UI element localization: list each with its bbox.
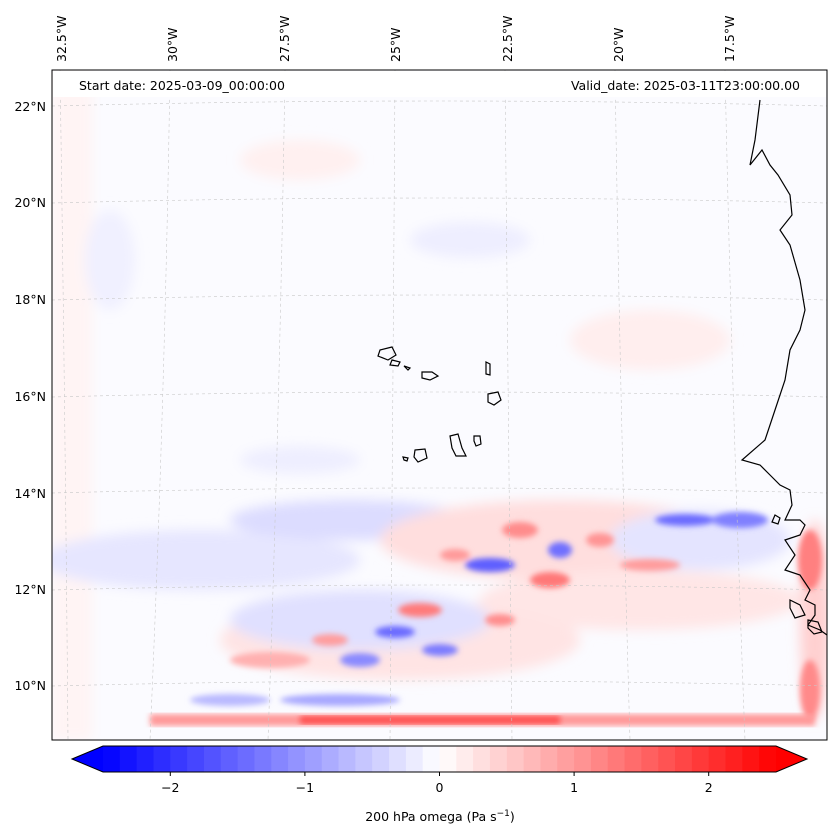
colorbar-cell (473, 746, 491, 772)
colorbar-tick-label: 0 (436, 780, 444, 795)
colorbar-cell (742, 746, 760, 772)
colorbar-cell (237, 746, 256, 772)
colorbar-cell (170, 746, 188, 772)
colorbar-cell (153, 746, 171, 772)
colorbar-cell (456, 746, 474, 772)
colorbar-cell (658, 746, 676, 772)
colorbar-cell (355, 746, 373, 772)
colorbar-cell (136, 746, 155, 772)
lat-label-10n: 10°N (14, 678, 46, 693)
lon-label-20w: 20°W (611, 27, 626, 62)
colorbar-cell (574, 746, 592, 772)
colorbar-label: 200 hPa omega (Pa s−1) (365, 809, 515, 824)
colorbar-cells (103, 746, 777, 772)
colorbar-cell (103, 746, 121, 772)
colorbar-cell (254, 746, 272, 772)
colorbar-cell (691, 746, 710, 772)
omega-field (52, 70, 827, 740)
map-plot-area: Start date: 2025-03-09_00:00:00 Valid_da… (51, 69, 828, 741)
colorbar-cell (372, 746, 390, 772)
colorbar-cell (725, 746, 743, 772)
colorbar-cell (489, 746, 508, 772)
colorbar-cell (641, 746, 659, 772)
colorbar-cell (557, 746, 575, 772)
lat-label-16n: 16°N (14, 389, 46, 404)
lon-label-22-5w: 22.5°W (500, 16, 515, 62)
colorbar-cell (590, 746, 609, 772)
colorbar-tick-label: −2 (161, 780, 179, 795)
coastline (377, 99, 827, 636)
lon-label-17-5w: 17.5°W (722, 16, 737, 62)
omega-cells (190, 512, 822, 720)
lon-label-25w: 25°W (388, 27, 403, 62)
colorbar-cell (338, 746, 356, 772)
colorbar-cell (187, 746, 205, 772)
lat-label-20n: 20°N (14, 195, 46, 210)
colorbar-outline (70, 745, 809, 773)
lat-label-12n: 12°N (14, 582, 46, 597)
colorbar-cell (304, 746, 323, 772)
colorbar-cell (439, 746, 457, 772)
colorbar-cell (759, 746, 777, 772)
colorbar-cell (675, 746, 693, 772)
colorbar-cell (708, 746, 727, 772)
colorbar-cell (288, 746, 306, 772)
colorbar-tick-label: −1 (296, 780, 314, 795)
latitude-labels: 22°N 20°N 18°N 16°N 14°N 12°N 10°N (14, 99, 46, 693)
colorbar-cell (321, 746, 340, 772)
colorbar-cell (624, 746, 642, 772)
colorbar-cell (607, 746, 626, 772)
colorbar-cell (506, 746, 525, 772)
start-date-text: Start date: 2025-03-09_00:00:00 (79, 78, 285, 93)
colorbar-extend-high (776, 746, 807, 772)
colorbar-cell (523, 746, 542, 772)
colorbar-cell (405, 746, 424, 772)
gridlines (52, 70, 827, 740)
colorbar-extend-low (72, 746, 103, 772)
colorbar-cell (540, 746, 558, 772)
info-bar (53, 71, 826, 97)
colorbar-ticks: −2 −1 0 1 2 (161, 772, 713, 795)
lat-label-22n: 22°N (14, 99, 46, 114)
colorbar-cell (389, 746, 407, 772)
lon-label-27-5w: 27.5°W (277, 16, 292, 62)
colorbar-tick-label: 2 (705, 780, 713, 795)
lat-label-18n: 18°N (14, 292, 46, 307)
longitude-labels: 32.5°W 30°W 27.5°W 25°W 22.5°W 20°W 17.5… (54, 16, 737, 62)
colorbar-cell (203, 746, 222, 772)
colorbar-cell (422, 746, 441, 772)
colorbar-cell (220, 746, 239, 772)
colorbar: −2 −1 0 1 2 200 hPa omega (Pa s−1) (70, 745, 809, 824)
lon-label-30w: 30°W (165, 27, 180, 62)
valid-date-text: Valid_date: 2025-03-11T23:00:00.00 (571, 78, 800, 93)
lat-label-14n: 14°N (14, 486, 46, 501)
lon-label-32-5w: 32.5°W (54, 16, 69, 62)
colorbar-cell (119, 746, 138, 772)
colorbar-tick-label: 1 (570, 780, 578, 795)
colorbar-cell (271, 746, 289, 772)
